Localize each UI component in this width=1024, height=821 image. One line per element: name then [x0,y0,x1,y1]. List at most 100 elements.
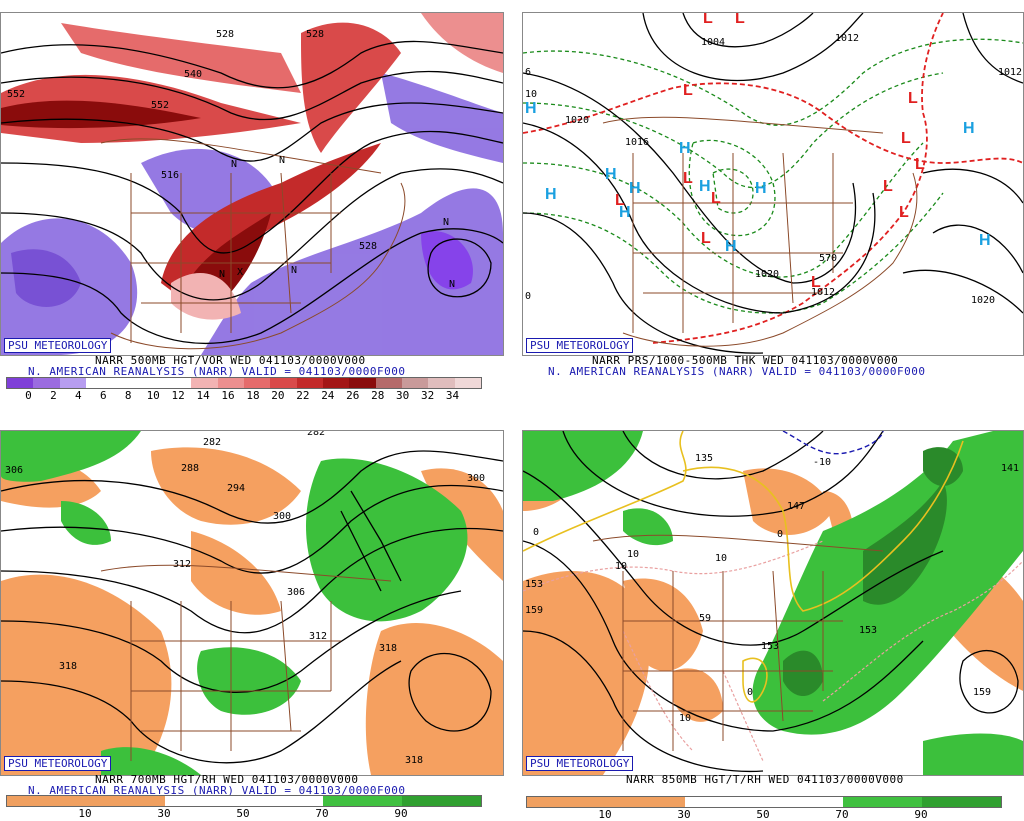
scale-tick-label: 20 [271,389,285,402]
vorticity-negative-areas [1,73,503,355]
political-boundaries [602,116,918,347]
temperature-contours [523,540,1023,762]
contour-label: 10 [679,713,691,724]
scale-tick-label: 50 [756,808,770,821]
high-marker: H [963,120,975,137]
scale-swatch [85,378,113,388]
panel-700mb-rh: 282 282 306 288 294 300 312 306 318 312 … [0,420,510,820]
contour-label: 306 [287,587,305,598]
contour-label: 300 [273,511,291,522]
scale-swatch [428,378,455,388]
rh-scale-ticks: 10 30 50 70 90 [6,807,480,820]
high-marker: H [629,180,641,197]
scale-swatch [764,797,843,807]
temp850-map-svg: 135 147 -10 141 10 10 10 59 153 153 159 … [523,431,1023,775]
scale-swatch [402,796,481,806]
contour-label: 312 [309,631,327,642]
contour-label: 570 [819,253,837,264]
scale-tick-label: 18 [246,389,260,402]
low-marker: L [811,274,821,291]
contour-label: 159 [973,687,991,698]
low-marker: L [615,192,625,209]
vorticity-scale-ticks: 0 2 4 6 8 10 12 14 16 18 20 22 24 26 28 30 32 34 [6,389,480,403]
rh-color-scale [6,795,482,807]
contour-label: 159 [525,605,543,616]
contour-label: 306 [5,465,23,476]
contour-label: 552 [7,89,25,100]
high-marker: H [979,232,991,249]
scale-tick-label: 30 [677,808,691,821]
contour-label: 10 [627,549,639,560]
scale-swatch [296,378,323,388]
vorticity-map: 528 528 540 552 516 528 552 N N N N N N … [0,12,504,356]
rh700-map: 282 282 306 288 294 300 312 306 318 312 … [0,430,504,776]
contour-label: 6 [525,67,531,78]
low-marker: L [883,178,893,195]
contour-label: 528 [216,29,234,40]
height-contours [1,40,503,344]
panel-850mb-temp-rh: 135 147 -10 141 10 10 10 59 153 153 159 … [520,420,1024,821]
contour-label: 516 [161,170,179,181]
low-marker: L [899,204,909,221]
contour-label: 1016 [625,137,649,148]
scale-tick-label: 70 [835,808,849,821]
contour-label: 528 [306,29,324,40]
vorticity-marker: N [279,155,285,166]
high-marker: H [525,100,537,117]
scale-tick-label: 50 [236,807,250,820]
scale-swatch [164,378,192,388]
scale-tick-label: 0 [25,389,32,402]
contour-label: 312 [173,559,191,570]
contour-label: 1012 [811,287,835,298]
moist-areas [1,431,468,775]
scale-tick-label: 10 [146,389,160,402]
contour-label: 1004 [701,37,725,48]
scale-tick-label: 12 [171,389,185,402]
low-marker: L [908,90,918,107]
scale-swatch [843,797,922,807]
low-marker: L [711,190,721,207]
rh-scale-ticks: 10 30 50 70 90 [526,808,1000,821]
moist-core-areas [783,447,963,696]
vorticity-marker: N [219,269,225,280]
scale-tick-label: 70 [315,807,329,820]
high-marker: H [725,238,737,255]
temp850-map: 135 147 -10 141 10 10 10 59 153 153 159 … [522,430,1024,776]
low-marker: L [703,13,713,27]
high-marker: H [679,140,691,157]
panel-title: NARR 700MB HGT/RH WED 041103/0000V000 [95,773,359,786]
scale-swatch [86,796,165,806]
contour-label: 147 [787,501,805,512]
scale-tick-label: 24 [321,389,335,402]
scale-tick-label: 10 [78,807,92,820]
contour-label: 318 [379,643,397,654]
vorticity-map-svg: 528 528 540 552 516 528 552 N N N N N N … [1,13,503,355]
contour-label: 288 [181,463,199,474]
contour-label: 294 [227,483,245,494]
panel-valid-time: N. AMERICAN REANALYSIS (NARR) VALID = 04… [28,784,406,797]
contour-label: 0 [525,291,531,302]
contour-label: 300 [467,473,485,484]
contour-label: 153 [761,641,779,652]
scale-tick-label: 4 [75,389,82,402]
vorticity-contour-labels: 528 528 540 552 516 528 552 N N N N N N … [7,29,455,290]
rh700-map-svg: 282 282 306 288 294 300 312 306 318 312 … [1,431,503,775]
contour-label: 10 [525,89,537,100]
scale-swatch [165,796,244,806]
political-boundaries [100,564,392,761]
scale-swatch [138,378,165,388]
vorticity-marker: X [237,267,243,278]
contour-label: 135 [695,453,713,464]
scale-swatch [7,796,86,806]
panel-title: NARR PRS/1000-500MB THK WED 041103/0000V… [592,354,899,367]
contour-label: 552 [151,100,169,111]
scale-swatch [685,797,764,807]
high-marker: H [619,204,631,221]
low-marker: L [915,156,925,173]
scale-swatch [375,378,402,388]
high-marker: H [545,186,557,203]
low-marker: L [735,13,745,27]
low-marker: L [683,170,693,187]
high-pressure-markers: H H H H H H H H H H H [525,100,991,255]
high-marker: H [755,180,767,197]
